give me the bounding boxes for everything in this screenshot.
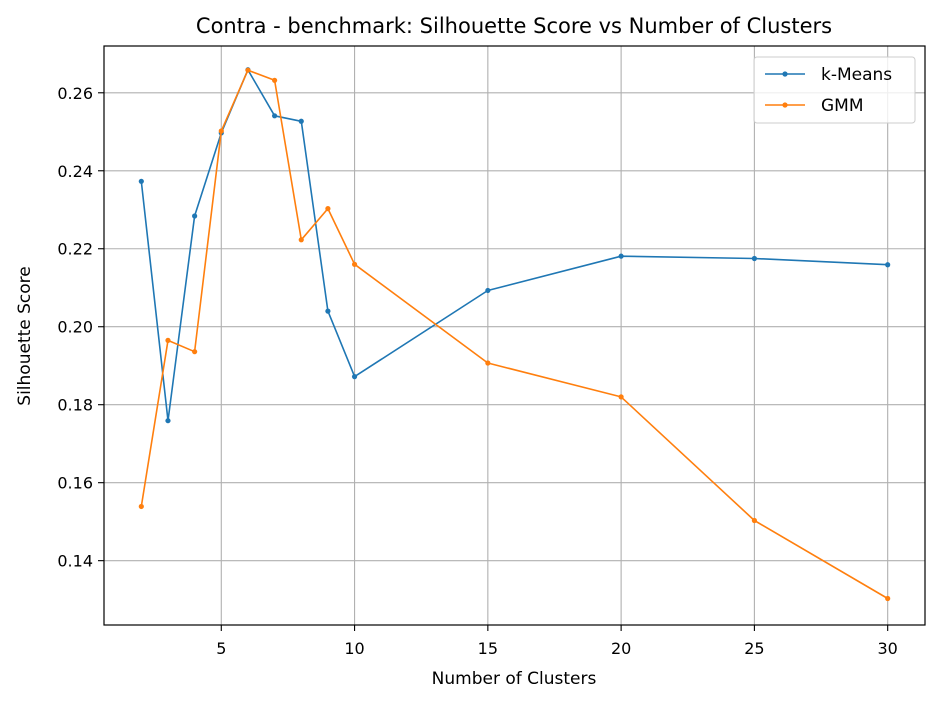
grid-layer	[104, 46, 925, 625]
x-tick-label: 5	[216, 639, 226, 658]
y-tick-label: 0.26	[57, 84, 93, 103]
y-tick-label: 0.16	[57, 474, 93, 493]
data-point	[298, 237, 304, 243]
data-point	[298, 118, 304, 124]
chart-title: Contra - benchmark: Silhouette Score vs …	[196, 14, 832, 38]
y-tick-label: 0.14	[57, 552, 93, 571]
data-point	[885, 595, 891, 602]
data-point	[165, 418, 171, 424]
data-point	[618, 253, 624, 259]
y-tick-label: 0.20	[57, 318, 93, 337]
data-point	[485, 287, 491, 294]
x-tick-label: 15	[478, 639, 498, 658]
data-point	[271, 113, 278, 119]
series-layer	[138, 67, 891, 602]
legend-marker	[782, 102, 788, 108]
data-point	[165, 337, 171, 343]
data-point	[751, 517, 758, 524]
y-tick-label: 0.24	[57, 162, 93, 181]
y-axis-label: Silhouette Score	[15, 266, 35, 405]
x-tick-label: 30	[878, 639, 898, 658]
data-point	[271, 77, 278, 83]
x-tick-label: 20	[611, 639, 631, 658]
tick-layer: 5 10 15 20 25 30 0.14 0.16 0.18 0.20 0.22 0.24 0.26	[57, 84, 897, 658]
series-gmm	[138, 67, 891, 602]
x-tick-label: 10	[344, 639, 364, 658]
legend-label: GMM	[821, 96, 864, 116]
y-tick-label: 0.18	[57, 396, 93, 415]
y-tick-label: 0.22	[57, 240, 93, 259]
data-point	[751, 255, 758, 262]
data-point	[618, 394, 624, 400]
data-point	[325, 308, 331, 314]
data-point	[218, 128, 224, 134]
data-point	[485, 360, 491, 366]
legend: k-Means GMM	[753, 56, 916, 124]
x-axis-label: Number of Clusters	[432, 669, 597, 689]
data-point	[245, 67, 251, 73]
legend-label: k-Means	[821, 65, 892, 85]
plot-area-frame	[103, 45, 926, 626]
legend-marker	[782, 71, 788, 77]
data-point	[192, 213, 198, 219]
data-point	[351, 374, 358, 380]
data-point	[138, 503, 144, 510]
data-point	[885, 262, 891, 268]
data-point	[138, 178, 144, 184]
data-point	[192, 349, 198, 355]
data-point	[351, 261, 358, 267]
x-tick-label: 25	[744, 639, 764, 658]
data-point	[325, 205, 331, 212]
